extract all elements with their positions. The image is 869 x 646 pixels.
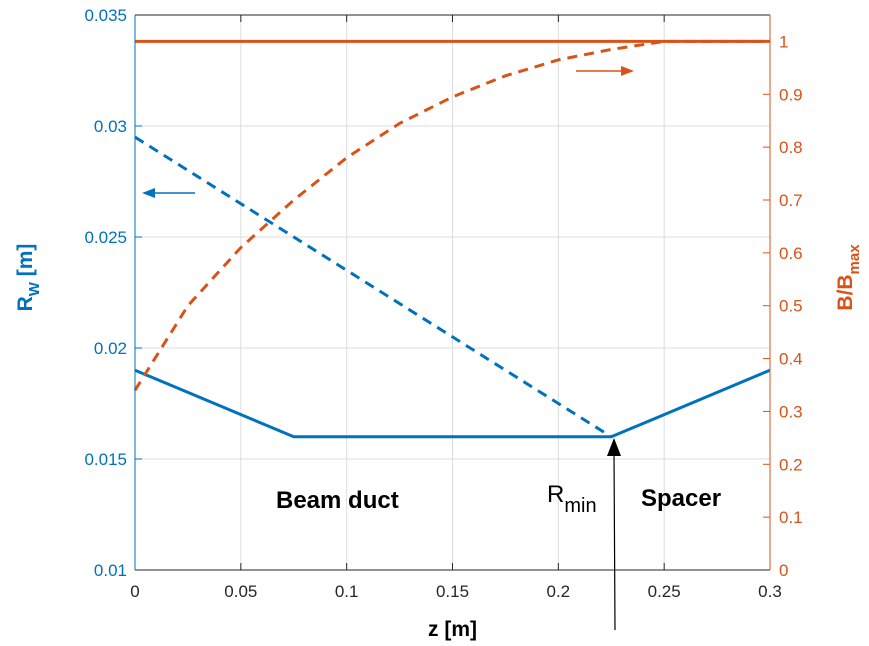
annotation-rmin: Rmin xyxy=(547,481,597,517)
y-tick-label-left: 0.035 xyxy=(84,6,127,25)
series-line-left-solid xyxy=(134,368,771,439)
y-axis-label-right-sub: max xyxy=(846,244,863,275)
axes xyxy=(134,14,771,571)
grid xyxy=(135,15,770,570)
y-tick-label-right: 0.4 xyxy=(779,350,803,369)
y-tick-label-right: 0.3 xyxy=(779,402,803,421)
y-tick-label-right: 0.2 xyxy=(779,455,803,474)
y-tick-label-left: 0.01 xyxy=(94,561,127,580)
y-axis-label-right-main: B/B xyxy=(834,274,857,310)
y-tick-label-right: 1 xyxy=(779,32,788,51)
arrow-left-axis-head xyxy=(142,188,155,198)
annotation-rmin-main: R xyxy=(547,481,564,508)
annotation-spacer: Spacer xyxy=(641,485,721,512)
x-tick-label: 0.05 xyxy=(224,582,257,601)
tick-labels: 0 0.05 0.1 0.15 0.2 0.25 0.3 0.01 0.015 0.02 0.025… xyxy=(84,6,802,601)
x-tick-label: 0.15 xyxy=(436,582,469,601)
y-tick-label-left: 0.03 xyxy=(94,117,127,136)
x-axis-label: z [m] xyxy=(428,618,477,641)
y-axis-label-left-main: R xyxy=(14,296,37,311)
annotation-rmin-sub: min xyxy=(564,495,596,517)
series-line-right-dashed xyxy=(133,39,770,392)
x-tick-label: 0.1 xyxy=(335,582,359,601)
arrow-rmin-shaft xyxy=(613,451,616,631)
x-tick-label: 0 xyxy=(130,582,139,601)
y-tick-label-right: 0.9 xyxy=(779,85,803,104)
arrow-rmin-head xyxy=(607,438,621,456)
y-tick-label-left: 0.02 xyxy=(94,339,127,358)
arrow-right-axis-head xyxy=(621,66,634,76)
x-tick-label: 0.25 xyxy=(648,582,681,601)
y-axis-label-right: B/Bmax xyxy=(834,244,863,311)
y-axis-label-left-sub: W xyxy=(26,281,43,296)
series-layer xyxy=(133,39,771,439)
annotation-arrows xyxy=(142,66,634,631)
y-tick-label-right: 0.5 xyxy=(779,297,803,316)
y-axis-label-left-tail: [m] xyxy=(14,244,37,283)
y-tick-label-right: 0.8 xyxy=(779,138,803,157)
y-axis-label-left: RW [m] xyxy=(14,244,43,312)
x-tick-label: 0.3 xyxy=(758,582,782,601)
y-tick-label-right: 0.1 xyxy=(779,508,803,527)
x-tick-label: 0.2 xyxy=(547,582,571,601)
y-tick-label-left: 0.015 xyxy=(84,450,127,469)
y-tick-label-right: 0 xyxy=(779,561,788,580)
series-line-left-dashed xyxy=(134,135,613,439)
annotation-beam-duct: Beam duct xyxy=(276,487,399,514)
y-tick-label-right: 0.6 xyxy=(779,244,803,263)
y-tick-label-left: 0.025 xyxy=(84,228,127,247)
y-tick-label-right: 0.7 xyxy=(779,191,803,210)
